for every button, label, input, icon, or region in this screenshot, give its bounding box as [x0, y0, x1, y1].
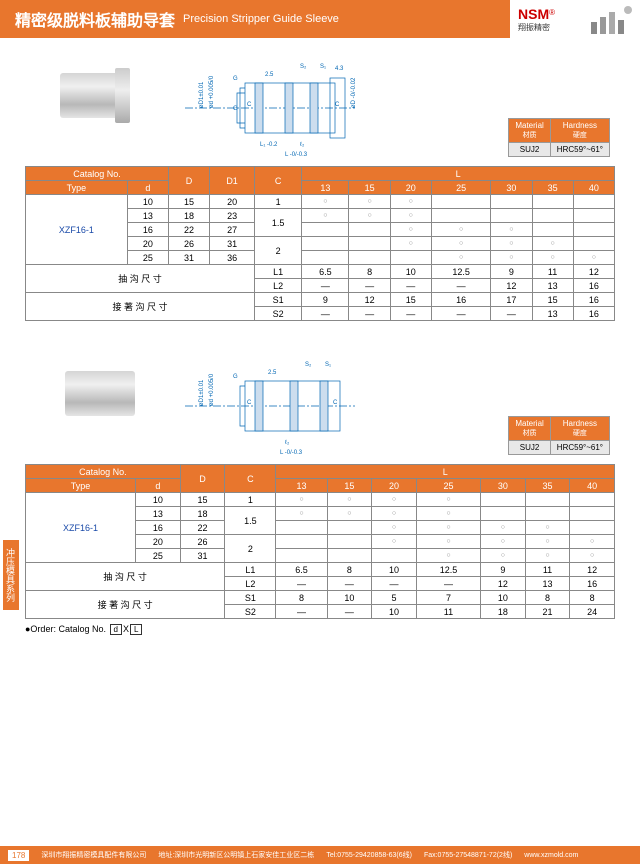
- svg-text:S₂: S₂: [305, 362, 312, 368]
- svg-text:ød +0.005/0: ød +0.005/0: [209, 75, 215, 108]
- svg-text:G: G: [233, 106, 238, 112]
- material-box-1: Material材质 Hardness硬度 SUJ2HRC59°~61°: [508, 118, 610, 157]
- svg-text:L -0/-0.3: L -0/-0.3: [285, 152, 308, 158]
- page-footer: 178 深圳市翔振精密模具配件有限公司 地址:深圳市光明新区公明镇上石家安佳工业…: [0, 846, 640, 864]
- svg-text:øD1±0.01: øD1±0.01: [199, 379, 205, 406]
- parts-icon: [586, 2, 636, 36]
- page-number: 178: [8, 850, 29, 861]
- product-section-1: G G C C S₂ S₁ 2.5 4.3 øD1±0.01 ød +0.005…: [50, 58, 640, 158]
- brand-logo: NSM: [518, 6, 549, 22]
- svg-text:G: G: [233, 374, 238, 380]
- svg-text:øD1±0.01: øD1±0.01: [199, 81, 205, 108]
- spec-table-2: Catalog No. D C L Type d 1315 2025 3035 …: [25, 464, 615, 619]
- svg-text:C: C: [247, 102, 252, 108]
- title-en: Precision Stripper Guide Sleeve: [183, 13, 339, 25]
- svg-text:C: C: [247, 400, 252, 406]
- side-tab: 冲压模具系列: [3, 540, 19, 610]
- page-header: 精密级脱料板辅助导套 Precision Stripper Guide Slee…: [0, 0, 640, 38]
- brand-box: NSM® 翔振精密: [510, 0, 640, 38]
- order-note: ●Order: Catalog No. dXL: [25, 624, 615, 635]
- svg-text:S₁: S₁: [325, 362, 331, 368]
- brand-sub: 翔振精密: [518, 22, 555, 33]
- svg-text:L₁ -0.2: L₁ -0.2: [260, 142, 278, 148]
- svg-text:S₁: S₁: [320, 64, 326, 70]
- svg-text:2.5: 2.5: [265, 72, 274, 78]
- product-photo-2: [50, 356, 140, 431]
- svg-text:S₂: S₂: [300, 64, 307, 70]
- svg-text:C: C: [333, 400, 338, 406]
- svg-text:L -0/-0.3: L -0/-0.3: [280, 450, 303, 456]
- svg-text:G: G: [233, 76, 238, 82]
- material-box-2: Material材质 Hardness硬度 SUJ2HRC59°~61°: [508, 416, 610, 455]
- technical-diagram-2: G C C S₂ S₁ 2.5 øD1±0.01 ød +0.005/0 ℓ₂ …: [155, 356, 375, 456]
- svg-text:ℓ₂: ℓ₂: [300, 141, 305, 148]
- svg-text:ød +0.005/0: ød +0.005/0: [209, 373, 215, 406]
- svg-text:øD -0/-0.02: øD -0/-0.02: [351, 77, 357, 108]
- svg-text:2.5: 2.5: [268, 370, 277, 376]
- title-cn: 精密级脱料板辅助导套: [15, 7, 175, 31]
- product-section-2: G C C S₂ S₁ 2.5 øD1±0.01 ød +0.005/0 ℓ₂ …: [50, 356, 640, 456]
- spec-table-1: Catalog No. D D1 C L Type d 1315 2025 30…: [25, 166, 615, 321]
- svg-text:4.3: 4.3: [335, 66, 344, 72]
- svg-text:ℓ₂: ℓ₂: [285, 439, 290, 446]
- technical-diagram-1: G G C C S₂ S₁ 2.5 4.3 øD1±0.01 ød +0.005…: [155, 58, 375, 158]
- svg-text:C: C: [335, 102, 340, 108]
- product-photo-1: [50, 58, 140, 133]
